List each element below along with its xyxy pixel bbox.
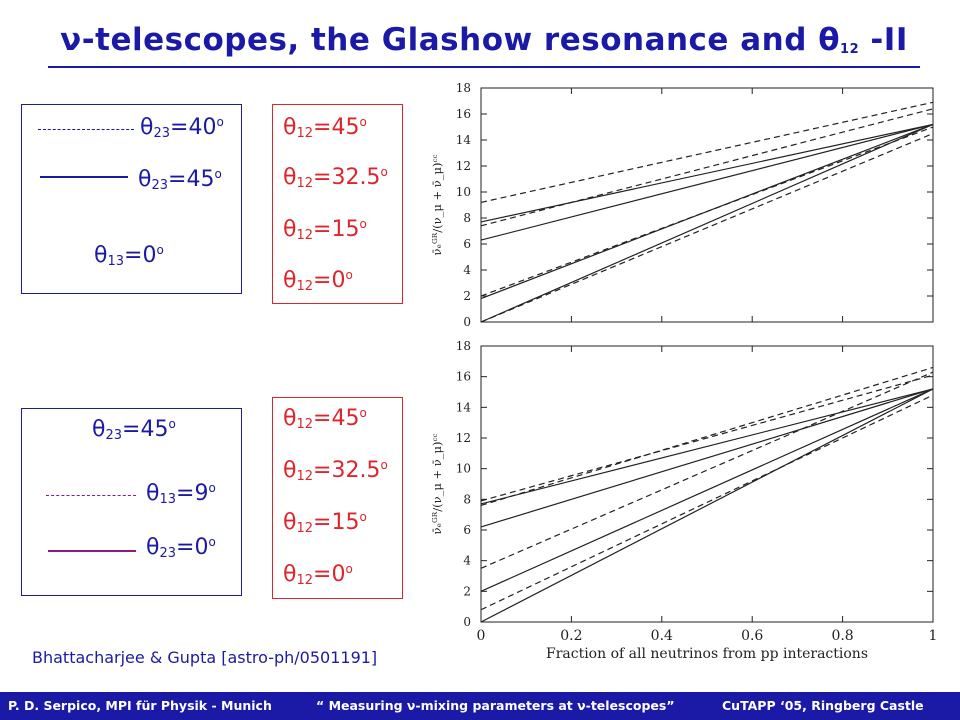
legend-top-right: θ12=45o θ12=32.5o θ12=15o θ12=0o [272, 104, 403, 304]
legend-row-theta12-32-5: θ12=32.5o [283, 165, 388, 191]
x-tick-label: 1 [929, 628, 938, 644]
y-tick-label: 6 [463, 237, 471, 251]
chart-1-series-line [480, 108, 934, 227]
y-tick-label: 2 [463, 584, 471, 598]
chart-1-frame [480, 87, 934, 323]
y-tick-label: 6 [463, 523, 471, 537]
title-theta-sub: 12 [840, 42, 860, 57]
x-tick-label: 0.8 [831, 628, 853, 644]
y-tick-label: 2 [463, 289, 471, 303]
title-text-part2: -II [859, 22, 908, 58]
y-tick-label: 8 [463, 492, 471, 506]
legend-row-theta23-0: θ23=0o [146, 535, 216, 561]
y-tick-label: 16 [456, 107, 471, 121]
slide-title: ν-telescopes, the Glashow resonance and … [48, 14, 920, 68]
chart-2-series-line [480, 374, 934, 502]
title-theta: θ [818, 22, 841, 58]
title-nu: ν [60, 22, 82, 58]
y-tick-label: 18 [456, 339, 471, 353]
chart-2-series-line [480, 388, 934, 592]
x-tick-label: 0 [477, 628, 486, 644]
chart-1-series-line [480, 123, 934, 223]
legend-top-left: θ23=40o θ23=45o θ13=0o [21, 104, 242, 294]
x-tick-label: 0.4 [651, 628, 673, 644]
solid-line-sample [48, 550, 136, 552]
legend-row-theta13-9: θ13=9o [146, 481, 216, 507]
chart-2-series-line [480, 388, 934, 623]
legend-row-theta23-40: θ23=40o [140, 115, 224, 141]
chart-1-series-line [480, 123, 934, 241]
legend-bottom-right: θ12=45o θ12=32.5o θ12=15o θ12=0o [272, 397, 403, 599]
y-tick-label: 18 [456, 81, 471, 95]
dashed-line-sample [46, 495, 136, 496]
legend-row-theta12-15: θ12=15o [283, 217, 367, 243]
legend-row-theta12-45: θ12=45o [283, 115, 367, 141]
x-tick-label: 0.6 [741, 628, 763, 644]
dashed-line-sample [38, 129, 134, 130]
y-tick-label: 10 [456, 462, 471, 476]
chart-2-series-line [480, 394, 934, 611]
x-axis-label: Fraction of all neutrinos from pp intera… [546, 646, 868, 662]
title-text-part1: -telescopes, the Glashow resonance and [81, 22, 819, 58]
solid-line-sample [40, 176, 128, 178]
chart-1-series-line [480, 123, 934, 323]
legend-row-theta23-45: θ23=45o [138, 167, 222, 193]
y-tick-label: 12 [456, 431, 471, 445]
chart-2-series-line [480, 371, 934, 569]
y-axis-label: ν̄ₑᴳᴿ/(ν_μ + ν̄_μ)ᶜᶜ [430, 434, 444, 535]
chart-1-series-line [480, 126, 934, 297]
chart-2-series-line [480, 388, 934, 505]
chart-2-frame [480, 345, 934, 623]
y-tick-label: 0 [463, 315, 471, 329]
y-tick-label: 12 [456, 159, 471, 173]
y-tick-label: 14 [456, 400, 472, 414]
citation: Bhattacharjee & Gupta [astro-ph/0501191] [32, 648, 378, 667]
y-tick-label: 14 [456, 133, 472, 147]
y-tick-label: 4 [463, 263, 471, 277]
legend-row-theta12-15: θ12=15o [283, 510, 367, 536]
y-tick-label: 0 [463, 615, 471, 629]
legend-row-theta13-0: θ13=0o [94, 243, 164, 269]
chart-2-series-line [480, 366, 934, 507]
legend-row-theta12-32-5: θ12=32.5o [283, 458, 388, 484]
footer-author: P. D. Serpico, MPI für Physik - Munich [8, 698, 272, 713]
chart-1-series-line [480, 132, 934, 323]
chart-1-series-line [480, 101, 934, 203]
legend-row-theta12-0: θ12=0o [283, 268, 353, 294]
chart-2-series-line [480, 388, 934, 528]
legend-row-theta12-45: θ12=45o [283, 406, 367, 432]
y-tick-label: 8 [463, 211, 471, 225]
legend-row-theta23-45: θ23=45o [92, 417, 176, 443]
x-tick-label: 0.2 [560, 628, 582, 644]
y-tick-label: 4 [463, 554, 471, 568]
legend-bottom-left: θ23=45o θ13=9o θ23=0o [21, 408, 242, 596]
y-axis-label: ν̄ₑᴳᴿ/(ν_μ + ν̄_μ)ᶜᶜ [430, 155, 444, 256]
footer-talk-title: “ Measuring ν-mixing parameters at ν-tel… [316, 698, 675, 713]
y-tick-label: 16 [456, 370, 471, 384]
y-tick-label: 10 [456, 185, 471, 199]
footer-conference: CuTAPP ‘05, Ringberg Castle [722, 698, 924, 713]
footer-bar: P. D. Serpico, MPI für Physik - Munich “… [0, 692, 960, 720]
legend-row-theta12-0: θ12=0o [283, 562, 353, 588]
